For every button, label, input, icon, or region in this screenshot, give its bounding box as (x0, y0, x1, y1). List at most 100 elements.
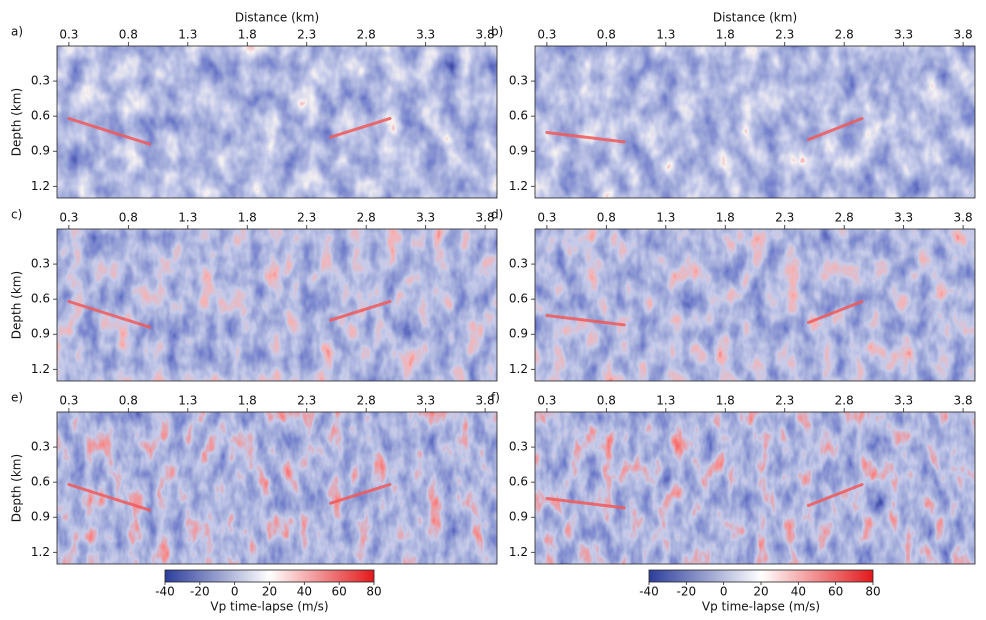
x-tick-label: 1.3 (178, 394, 197, 408)
x-tick-label: 2.3 (297, 394, 316, 408)
x-tick-label: 3.3 (416, 28, 435, 42)
feature-streak (329, 299, 392, 322)
x-tick-label: 1.3 (656, 211, 675, 225)
colorbar (164, 569, 375, 583)
feature-streak (807, 116, 864, 142)
x-tick-label: 3.3 (894, 211, 913, 225)
x-tick-label: 2.8 (835, 211, 854, 225)
colorbar-tick-label: 60 (332, 585, 347, 599)
x-tick-label: 3.3 (416, 211, 435, 225)
x-tick-label: 1.3 (656, 394, 675, 408)
colorbar-label: Vp time-lapse (m/s) (702, 600, 820, 614)
x-tick-label: 0.3 (59, 28, 78, 42)
y-axis-label: Depth (km) (10, 271, 24, 339)
y-tick-label: 0.6 (509, 292, 528, 306)
x-tick-label: 1.8 (716, 28, 735, 42)
seismic-image (57, 229, 497, 381)
panel-frame (56, 45, 498, 199)
x-tick-label: 3.8 (476, 211, 495, 225)
panel-label: d) (491, 208, 503, 222)
y-tick-label: 0.6 (31, 109, 50, 123)
colorbar-label: Vp time-lapse (m/s) (210, 600, 328, 614)
feature-streak (545, 314, 626, 327)
x-tick-label: 3.8 (954, 394, 973, 408)
x-tick-label: 1.3 (178, 211, 197, 225)
feature-streak (67, 116, 152, 146)
x-tick-label: 0.3 (537, 28, 556, 42)
seismic-image (535, 229, 975, 381)
x-tick-label: 2.3 (297, 28, 316, 42)
feature-streak (545, 497, 626, 510)
feature-streak (807, 482, 864, 508)
x-tick-label: 1.8 (716, 211, 735, 225)
x-tick-label: 2.8 (835, 394, 854, 408)
y-tick-label: 0.9 (509, 144, 528, 158)
y-tick-label: 0.3 (509, 440, 528, 454)
x-tick-label: 0.8 (119, 28, 138, 42)
x-axis-label: Distance (km) (235, 11, 319, 25)
x-tick-label: 2.8 (835, 28, 854, 42)
x-tick-label: 2.3 (297, 211, 316, 225)
panel-frame (56, 411, 498, 565)
y-tick-label: 0.3 (509, 74, 528, 88)
feature-streak (807, 299, 864, 325)
feature-streak (67, 299, 152, 329)
panel-frame (56, 228, 498, 382)
x-tick-label: 0.3 (59, 211, 78, 225)
x-tick-label: 0.3 (537, 211, 556, 225)
feature-streak (67, 482, 152, 512)
panel-label: e) (11, 391, 23, 405)
colorbar-tick-label: 20 (753, 585, 768, 599)
panel-label: b) (491, 25, 503, 39)
y-tick-label: 0.6 (509, 475, 528, 489)
x-tick-label: 2.3 (775, 394, 794, 408)
colorbar-tick-label: -20 (190, 585, 210, 599)
y-tick-label: 1.2 (31, 179, 50, 193)
colorbar-tick-label: 80 (366, 585, 381, 599)
colorbar-tick-label: -20 (677, 585, 697, 599)
y-tick-label: 0.6 (509, 109, 528, 123)
y-tick-label: 1.2 (509, 179, 528, 193)
x-tick-label: 0.8 (119, 394, 138, 408)
y-tick-label: 0.3 (31, 74, 50, 88)
panel-label: c) (11, 208, 22, 222)
y-tick-label: 1.2 (509, 545, 528, 559)
panel-frame (534, 228, 976, 382)
x-tick-label: 1.8 (238, 211, 257, 225)
feature-streak (329, 482, 392, 505)
colorbar-tick-label: 40 (297, 585, 312, 599)
x-tick-label: 3.8 (476, 28, 495, 42)
panel-frame (534, 411, 976, 565)
x-tick-label: 2.3 (775, 211, 794, 225)
seismic-image (57, 46, 497, 198)
y-tick-label: 0.6 (31, 475, 50, 489)
x-tick-label: 0.8 (119, 211, 138, 225)
panel-label: a) (11, 25, 23, 39)
y-tick-label: 0.9 (31, 144, 50, 158)
colorbar-tick-label: 40 (791, 585, 806, 599)
seismic-image (57, 412, 497, 564)
y-tick-label: 0.9 (509, 327, 528, 341)
x-tick-label: 0.8 (597, 394, 616, 408)
colorbar-tick-label: -40 (155, 585, 175, 599)
y-axis-label: Depth (km) (10, 454, 24, 522)
x-tick-label: 2.8 (357, 28, 376, 42)
y-tick-label: 1.2 (31, 362, 50, 376)
x-tick-label: 1.8 (716, 394, 735, 408)
x-tick-label: 1.3 (656, 28, 675, 42)
x-tick-label: 2.3 (775, 28, 794, 42)
panel-frame (534, 45, 976, 199)
x-tick-label: 1.8 (238, 28, 257, 42)
x-tick-label: 0.3 (59, 394, 78, 408)
y-tick-label: 0.6 (31, 292, 50, 306)
x-tick-label: 3.3 (894, 28, 913, 42)
seismic-image (535, 412, 975, 564)
colorbar-tick-label: -40 (639, 585, 659, 599)
y-tick-label: 0.9 (31, 327, 50, 341)
x-tick-label: 3.8 (476, 394, 495, 408)
feature-streak (545, 131, 626, 144)
x-tick-label: 2.8 (357, 211, 376, 225)
y-tick-label: 0.3 (31, 440, 50, 454)
colorbar (648, 569, 874, 583)
